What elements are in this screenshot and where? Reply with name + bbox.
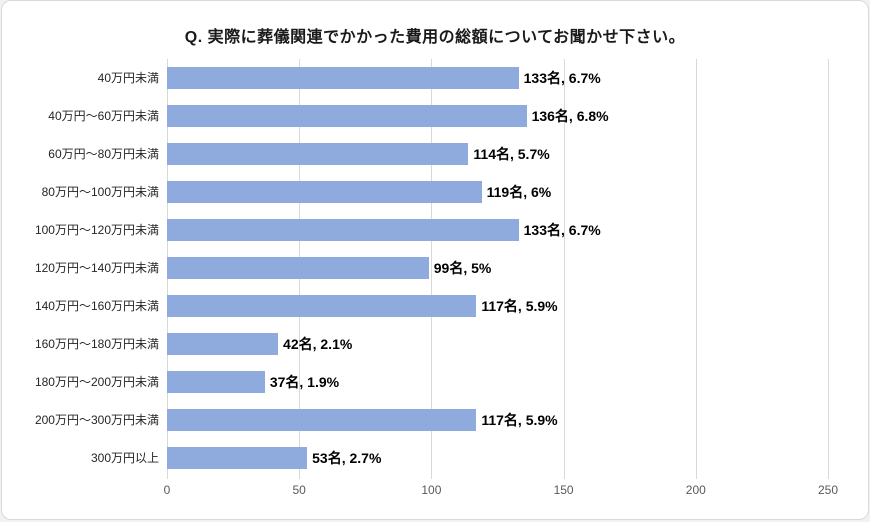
category-label: 80万円～100万円未満: [41, 185, 159, 199]
value-label: 42名, 2.1%: [283, 336, 353, 352]
bar: [167, 143, 469, 165]
bar-row: 40万円～60万円未満 136名, 6.8%: [2, 97, 868, 135]
x-axis-tick-label: 150: [553, 483, 574, 497]
category-label: 40万円～60万円未満: [48, 109, 159, 123]
bar-rows: 40万円未満 133名, 6.7% 40万円～60万円未満 136名, 6.8% 60万…: [2, 59, 868, 479]
category-label: 160万円～180万円未満: [34, 337, 159, 351]
category-label: 140万円～160万円未満: [34, 299, 159, 313]
x-axis-tick-label: 100: [421, 483, 442, 497]
bar-track: 99名, 5%: [167, 249, 828, 287]
bar-row: 140万円～160万円未満 117名, 5.9%: [2, 287, 868, 325]
bar: [167, 371, 265, 393]
bar-row: 180万円～200万円未満 37名, 1.9%: [2, 363, 868, 401]
bar: [167, 257, 429, 279]
x-axis-tick-label: 50: [292, 483, 306, 497]
x-axis: 0 50 100 150 200 250: [163, 483, 838, 503]
bar-track: 133名, 6.7%: [167, 59, 828, 97]
gridline: [828, 59, 829, 479]
bar-track: 117名, 5.9%: [167, 401, 828, 439]
value-label: 99名, 5%: [433, 260, 492, 276]
bar: [167, 295, 477, 317]
bar: [167, 447, 308, 469]
bar-row: 40万円未満 133名, 6.7%: [2, 59, 868, 97]
x-axis-tick-label: 200: [685, 483, 706, 497]
x-axis-tick-label: 250: [817, 483, 839, 497]
category-label: 60万円～80万円未満: [48, 147, 159, 161]
value-label: 119名, 6%: [486, 184, 552, 200]
value-label: 117名, 5.9%: [481, 298, 558, 314]
bar-track: 42名, 2.1%: [167, 325, 828, 363]
gridline: [563, 59, 565, 479]
bar: [167, 409, 477, 431]
value-label: 133名, 6.7%: [523, 222, 601, 238]
category-label: 300万円以上: [90, 451, 159, 465]
bar: [167, 333, 279, 355]
bar-track: 53名, 2.7%: [167, 439, 828, 477]
value-label: 37名, 1.9%: [269, 374, 340, 390]
bar-row: 120万円～140万円未満 99名, 5%: [2, 249, 868, 287]
category-label: 120万円～140万円未満: [34, 261, 159, 275]
value-label: 117名, 5.9%: [481, 412, 558, 428]
bar-track: 119名, 6%: [167, 173, 828, 211]
bar-row: 80万円～100万円未満 119名, 6%: [2, 173, 868, 211]
bar-row: 200万円～300万円未満 117名, 5.9%: [2, 401, 868, 439]
bar: [167, 181, 482, 203]
value-label: 133名, 6.7%: [523, 70, 601, 86]
bar: [167, 67, 519, 89]
bar-track: 37名, 1.9%: [167, 363, 828, 401]
category-label: 200万円～300万円未満: [34, 413, 159, 427]
bar-track: 133名, 6.7%: [167, 211, 828, 249]
gridline: [695, 59, 697, 479]
bar-row: 160万円～180万円未満 42名, 2.1%: [2, 325, 868, 363]
bar-row: 100万円～120万円未満 133名, 6.7%: [2, 211, 868, 249]
chart-title: Q. 実際に葬儀関連でかかった費用の総額についてお聞かせ下さい。: [184, 29, 686, 46]
bar-row: 300万円以上 53名, 2.7%: [2, 439, 868, 477]
category-label: 180万円～200万円未満: [34, 375, 159, 389]
value-label: 136名, 6.8%: [531, 108, 609, 124]
bar-track: 114名, 5.7%: [167, 135, 828, 173]
bar-track: 136名, 6.8%: [167, 97, 828, 135]
category-label: 100万円～120万円未満: [34, 223, 159, 237]
bar: [167, 219, 519, 241]
value-label: 114名, 5.7%: [473, 146, 550, 162]
bar-chart: 40万円未満 133名, 6.7% 40万円～60万円未満 136名, 6.8% 60万…: [2, 59, 868, 519]
category-label: 40万円未満: [97, 71, 159, 85]
x-axis-tick-label: 0: [163, 483, 171, 497]
bar: [167, 105, 527, 127]
bar-track: 117名, 5.9%: [167, 287, 828, 325]
value-label: 53名, 2.7%: [312, 450, 382, 466]
bar-row: 60万円～80万円未満 114名, 5.7%: [2, 135, 868, 173]
gridline: [431, 59, 433, 479]
